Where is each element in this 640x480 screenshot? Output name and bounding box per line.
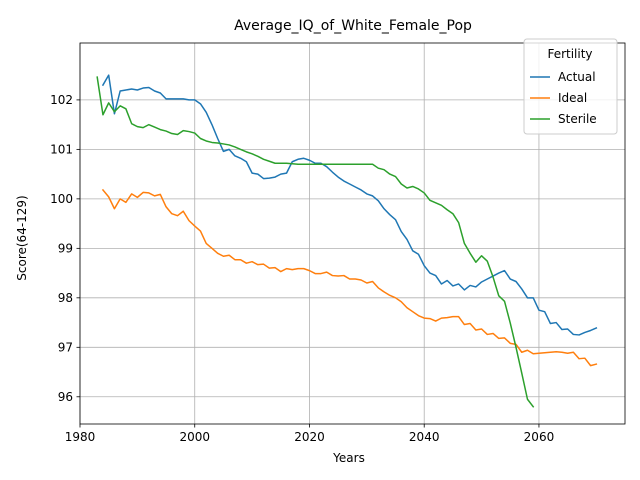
legend-label-sterile: Sterile xyxy=(558,112,597,126)
x-tick-label: 2040 xyxy=(409,430,440,444)
y-tick-label: 97 xyxy=(58,340,73,354)
legend-label-actual: Actual xyxy=(558,70,596,84)
grid-lines xyxy=(79,43,625,424)
x-axis-title: Years xyxy=(332,451,365,465)
legend-box xyxy=(523,38,618,135)
x-tick-label: 1980 xyxy=(65,430,96,444)
y-tick-label: 101 xyxy=(50,142,73,156)
series-line-ideal xyxy=(101,188,598,367)
y-tick-label: 99 xyxy=(58,241,73,255)
y-tick-label: 102 xyxy=(50,93,73,107)
x-tick-label: 2060 xyxy=(524,430,555,444)
y-tick-label: 96 xyxy=(58,390,73,404)
x-tick-label: 2020 xyxy=(294,430,325,444)
y-axis-ticks: 96 97 98 99 100 101 102 xyxy=(50,93,80,404)
legend-entries: Actual Ideal Sterile xyxy=(530,70,597,126)
legend-label-ideal: Ideal xyxy=(558,91,587,105)
x-tick-label: 2000 xyxy=(179,430,210,444)
y-tick-label: 98 xyxy=(58,291,73,305)
legend-title: Fertility xyxy=(547,47,592,61)
y-axis-title: Score(64-129) xyxy=(15,195,29,280)
series-lines xyxy=(96,74,598,408)
chart-title: Average_IQ_of_White_Female_Pop xyxy=(234,18,472,34)
y-tick-label: 100 xyxy=(50,192,73,206)
series-line-actual xyxy=(101,74,598,336)
plot-frame xyxy=(79,42,626,425)
legend: Fertility Actual Ideal Sterile xyxy=(523,38,618,135)
series-line-sterile xyxy=(96,76,535,408)
x-axis-ticks: 1980 2000 2020 2040 2060 xyxy=(65,424,554,444)
